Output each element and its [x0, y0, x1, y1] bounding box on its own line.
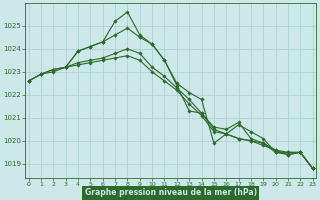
- X-axis label: Graphe pression niveau de la mer (hPa): Graphe pression niveau de la mer (hPa): [84, 188, 257, 197]
